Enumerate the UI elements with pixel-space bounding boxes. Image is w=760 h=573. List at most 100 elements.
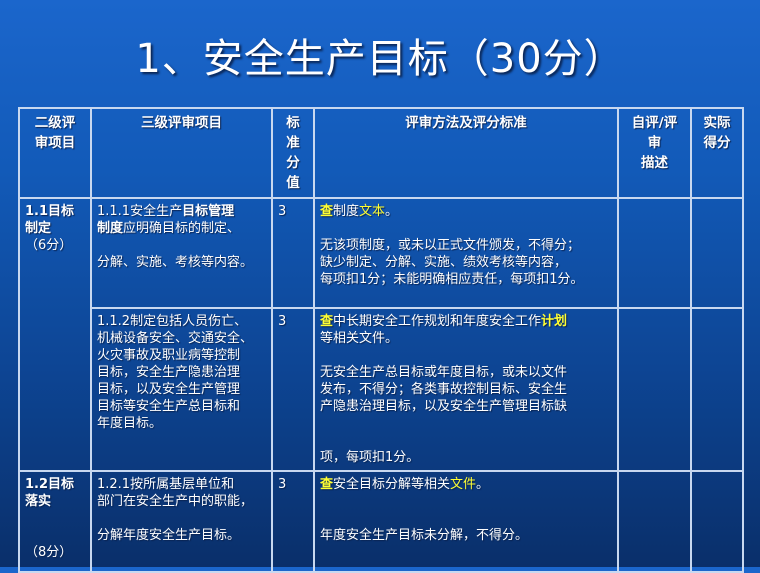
text-segment: 1.2.1按所属基层单位和	[97, 477, 235, 492]
table-row: 1.2目标落实 （8分） 1.2.1按所属基层单位和部门在安全生产中的职能， 分解年度…	[18, 470, 744, 573]
text-line: 落实	[25, 493, 85, 510]
text-segment: 1.1.2制定包括人员伤亡、	[97, 314, 248, 329]
text-line: 1.2目标	[25, 476, 85, 493]
highlighted-text: 查	[320, 477, 334, 492]
text-segment: 目标，安全生产隐患治理	[97, 365, 241, 380]
spacer	[25, 510, 85, 527]
level3-item: 1.1.1安全生产目标管理 制度应明确目标的制定、 分解、实施、考核等内容。	[90, 197, 273, 309]
evaluation-method: 查安全目标分解等相关文件。 年度安全生产目标未分解，不得分。	[313, 470, 619, 573]
text-segment: 每项扣1分；未能明确相应责任，每项扣1分。	[320, 272, 584, 287]
text-line: 目标等安全生产总目标和	[97, 398, 266, 415]
header-text: 实际得分	[703, 115, 731, 151]
spacer	[320, 220, 612, 237]
header-text: 审	[647, 135, 662, 151]
text-line: 火灾事故及职业病等控制	[97, 347, 266, 364]
text-line: 查中长期安全工作规划和年度安全工作计划	[320, 313, 612, 330]
slide-title: 1、安全生产目标（30分）	[135, 36, 625, 82]
header-text: 评审方法及评分标准	[405, 115, 527, 131]
highlighted-text: 查	[320, 204, 334, 219]
level3-item: 1.1.2制定包括人员伤亡、 机械设备安全、交通安全、 火灾事故及职业病等控制 目标，…	[90, 307, 273, 472]
text-segment: （6分）	[25, 238, 73, 253]
spacer	[320, 347, 612, 364]
text-line: 年度目标。	[97, 415, 266, 432]
text-segment: （8分）	[25, 545, 73, 560]
text-line: 每项扣1分；未能明确相应责任，每项扣1分。	[320, 271, 612, 288]
actual-score-cell[interactable]	[690, 197, 744, 309]
header-level3: 三级评审项目	[90, 107, 273, 199]
highlighted-text: 计划	[541, 314, 568, 329]
self-review-cell[interactable]	[617, 307, 692, 472]
self-review-cell[interactable]	[617, 197, 692, 309]
spacer	[97, 237, 266, 254]
text-segment: 产隐患治理目标，以及安全生产管理目标缺	[320, 399, 568, 414]
text-line: 缺少制定、分解、实施、绩效考核等内容，	[320, 254, 612, 271]
text-line: 无该项制度，或未以正式文件颁发，不得分；	[320, 237, 612, 254]
level2-item: 1.1目标制定 （6分）	[18, 197, 92, 472]
spacer	[25, 527, 85, 544]
text-segment: 无该项制度，或未以正式文件颁发，不得分；	[320, 238, 581, 253]
text-segment: 1.1.1安全生产	[97, 204, 183, 219]
text-line: （6分）	[25, 237, 85, 254]
actual-score-cell[interactable]	[690, 307, 744, 472]
header-actual-score: 实际得分	[690, 107, 744, 199]
text-segment: 目标管理	[182, 204, 235, 219]
text-line: 部门在安全生产中的职能，	[97, 493, 266, 510]
text-segment: 项，每项扣1分。	[320, 450, 420, 465]
header-text: 描述	[641, 155, 668, 171]
text-segment: 目标等安全生产总目标和	[97, 399, 241, 414]
evaluation-method: 查中长期安全工作规划和年度安全工作计划 等相关文件。无安全生产总目标或年度目标，或…	[313, 307, 619, 472]
table-row: 1.1.2制定包括人员伤亡、 机械设备安全、交通安全、 火灾事故及职业病等控制 目标，…	[19, 307, 744, 472]
text-segment: 安全目标分解等相关	[333, 477, 451, 492]
text-segment: 落实	[25, 494, 52, 509]
text-line: 1.1.2制定包括人员伤亡、	[97, 313, 266, 330]
header-method: 评审方法及评分标准	[313, 107, 619, 199]
header-text: 审项目	[34, 135, 76, 151]
text-segment: 中长期安全工作规划和年度安全工作	[333, 314, 542, 329]
spacer	[320, 510, 612, 527]
highlighted-text: 文本	[359, 204, 386, 219]
standard-score: 3	[271, 470, 315, 573]
evaluation-table: 二级评 审项目 三级评审项目 标准分值 评审方法及评分标准 自评/评审描述 实际得分 1.1…	[18, 107, 744, 573]
text-segment: 年度目标。	[97, 416, 163, 431]
header-text: 二级评	[34, 115, 76, 131]
header-standard-score: 标准分值	[271, 107, 315, 199]
actual-score-cell[interactable]	[690, 470, 744, 573]
header-text: 标准分值	[286, 115, 300, 191]
self-review-cell[interactable]	[617, 470, 692, 573]
text-segment: 制定	[25, 221, 52, 236]
text-line: 目标，安全生产隐患治理	[97, 364, 266, 381]
spacer	[320, 415, 612, 432]
text-line: 项，每项扣1分。	[320, 449, 612, 466]
table-row: 1.1目标制定 （6分） 1.1.1安全生产目标管理 制度应明确目标的制定、 分解、实施…	[18, 197, 744, 472]
text-line: 1.2.1按所属基层单位和	[97, 476, 266, 493]
standard-score: 3	[271, 197, 315, 309]
text-line: 无安全生产总目标或年度目标，或未以文件	[320, 364, 612, 381]
text-segment: 1.2目标	[25, 477, 75, 492]
text-segment: 等相关文件。	[320, 331, 399, 346]
text-line: 产隐患治理目标，以及安全生产管理目标缺	[320, 398, 612, 415]
standard-score: 3	[271, 307, 315, 472]
text-segment: 。	[476, 477, 490, 492]
text-line: 等相关文件。	[320, 330, 612, 347]
header-row: 二级评 审项目 三级评审项目 标准分值 评审方法及评分标准 自评/评审描述 实际得分	[18, 107, 744, 199]
text-segment: 目标，以及安全生产管理	[97, 382, 241, 397]
text-line: 1.1目标	[25, 203, 85, 220]
text-segment: 分解年度安全生产目标。	[97, 528, 241, 543]
text-line: 制定	[25, 220, 85, 237]
text-segment: 。	[385, 204, 399, 219]
text-line: （8分）	[25, 544, 85, 561]
level2-item: 1.2目标落实 （8分）	[18, 470, 92, 573]
text-segment: 机械设备安全、交通安全、	[97, 331, 254, 346]
text-segment: 1.1目标	[25, 204, 75, 219]
text-segment: 发布，不得分；各类事故控制目标、安全生	[320, 382, 568, 397]
text-line: 目标，以及安全生产管理	[97, 381, 266, 398]
text-segment: 无安全生产总目标或年度目标，或未以文件	[320, 365, 568, 380]
text-segment: 应明确目标的制定、	[123, 221, 241, 236]
text-line: 年度安全生产目标未分解，不得分。	[320, 527, 612, 544]
text-segment: 年度安全生产目标未分解，不得分。	[320, 528, 529, 543]
text-line: 查安全目标分解等相关文件。	[320, 476, 612, 493]
text-segment: 部门在安全生产中的职能，	[97, 494, 254, 509]
text-line: 机械设备安全、交通安全、	[97, 330, 266, 347]
text-segment: 缺少制定、分解、实施、绩效考核等内容，	[320, 255, 568, 270]
text-line: 制度应明确目标的制定、	[97, 220, 266, 237]
